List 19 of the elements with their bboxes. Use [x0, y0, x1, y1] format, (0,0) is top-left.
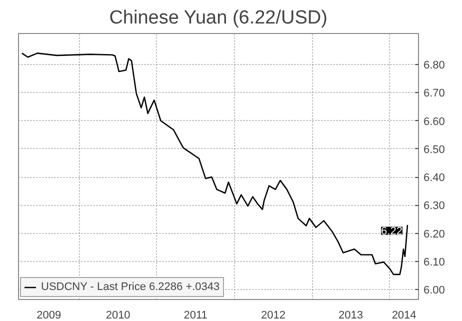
- x-tick-label: 2012: [261, 310, 286, 321]
- y-tick-label: 6.00: [424, 284, 445, 297]
- x-tick-label: 2011: [184, 310, 208, 321]
- x-tick-label: 2009: [36, 310, 62, 321]
- x-tick-label: 2010: [106, 310, 130, 321]
- y-tick-label: 6.20: [424, 228, 445, 240]
- x-tick-label: 2014: [392, 310, 416, 321]
- y-tick-label: 6.50: [424, 144, 445, 156]
- chart-title: Chinese Yuan (6.22/USD): [109, 8, 328, 28]
- y-tick-label: 6.70: [424, 88, 445, 100]
- y-tick-label: 6.80: [424, 59, 445, 72]
- x-tick-label: 2013: [338, 310, 364, 321]
- y-tick-label: 6.40: [424, 172, 445, 184]
- legend-label: USDCNY - Last Price 6.2286 +.0343: [41, 281, 220, 293]
- y-tick-label: 6.60: [424, 116, 445, 128]
- line-series: [21, 52, 408, 276]
- annotation: 6.22: [381, 226, 402, 238]
- y-tick-label: 6.30: [424, 200, 445, 212]
- y-tick-label: 6.10: [424, 256, 445, 268]
